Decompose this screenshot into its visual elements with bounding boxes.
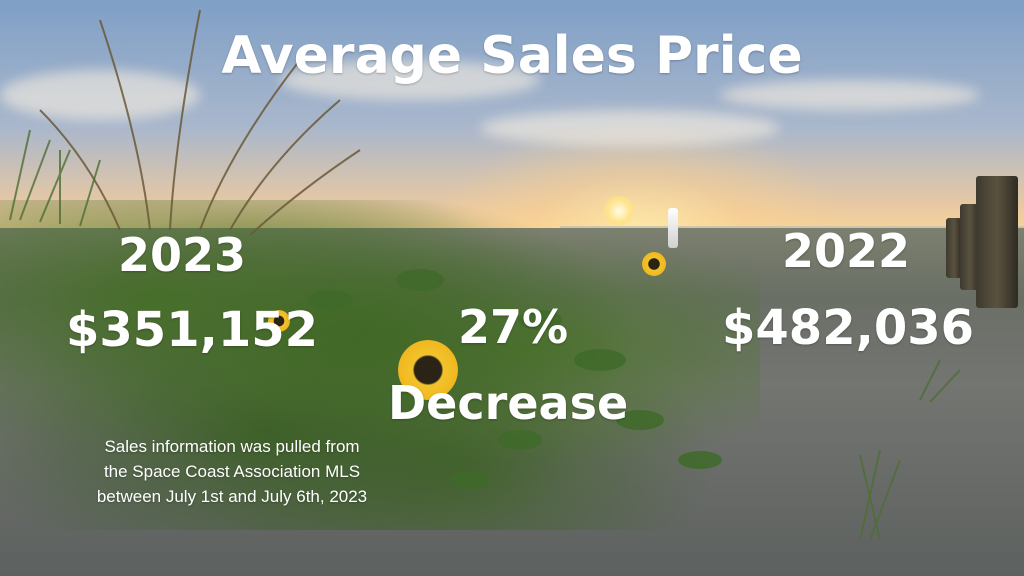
yellow-flower bbox=[398, 340, 458, 400]
change-direction-label: Decrease bbox=[388, 376, 629, 430]
wooden-post bbox=[946, 218, 962, 278]
wooden-post bbox=[976, 176, 1018, 308]
marker-sign bbox=[668, 208, 678, 248]
year-2023-label: 2023 bbox=[118, 228, 247, 282]
beach-vegetation bbox=[0, 200, 760, 530]
source-note-line: the Space Coast Association MLS bbox=[103, 462, 361, 481]
page-title: Average Sales Price bbox=[221, 26, 803, 86]
cloud bbox=[480, 110, 780, 146]
year-2022-label: 2022 bbox=[782, 224, 911, 278]
price-2023-value: $351,152 bbox=[66, 302, 319, 358]
cloud bbox=[0, 70, 200, 120]
source-note: Sales information was pulled from the Sp… bbox=[42, 434, 422, 509]
cloud bbox=[720, 80, 980, 110]
wooden-post bbox=[960, 204, 980, 290]
price-2022-value: $482,036 bbox=[722, 300, 975, 356]
yellow-flower bbox=[268, 310, 290, 332]
source-note-line: between July 1st and July 6th, 2023 bbox=[96, 487, 368, 506]
source-note-line: Sales information was pulled from bbox=[104, 437, 360, 456]
yellow-flower bbox=[642, 252, 666, 276]
cloud bbox=[280, 60, 540, 100]
percent-change-value: 27% bbox=[458, 300, 569, 354]
